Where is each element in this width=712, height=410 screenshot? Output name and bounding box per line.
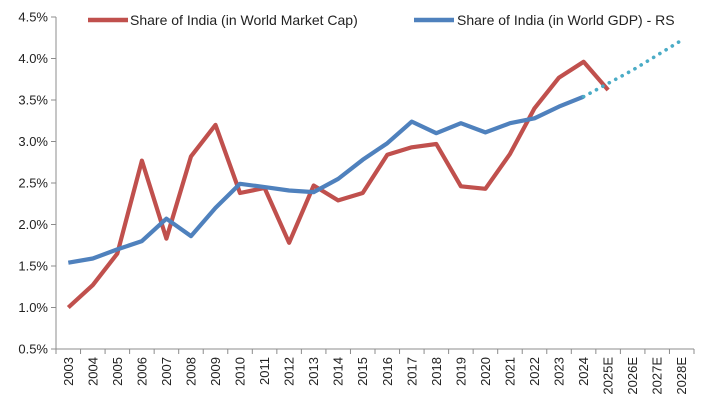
x-tick-label: 2012	[282, 357, 297, 386]
x-tick-label: 2010	[233, 357, 248, 386]
x-tick-label: 2025E	[601, 357, 616, 395]
legend-item-market-cap: Share of India (in World Market Cap)	[88, 12, 358, 28]
x-tick-label: 2006	[134, 357, 149, 386]
y-tick-label: 1.5%	[18, 259, 48, 274]
legend-item-gdp: Share of India (in World GDP) - RS	[414, 12, 675, 28]
y-tick-label: 4.0%	[18, 51, 48, 66]
y-axis-ticks: 0.5% 1.0% 1.5% 2.0% 2.5% 3.0% 3.5% 4.0% 4.5%	[18, 10, 56, 357]
x-tick-label: 2017	[404, 357, 419, 386]
x-tick-label: 2016	[380, 357, 395, 386]
x-tick-label: 2011	[257, 357, 272, 385]
x-tick-label: 2026E	[625, 357, 640, 395]
x-tick-label: 2021	[502, 357, 517, 386]
y-tick-label: 2.5%	[18, 176, 48, 191]
x-tick-label: 2008	[183, 357, 198, 386]
x-tick-label: 2005	[110, 357, 125, 386]
y-tick-label: 3.0%	[18, 134, 48, 149]
legend-label-market-cap: Share of India (in World Market Cap)	[130, 12, 358, 28]
x-tick-label: 2028E	[674, 357, 689, 395]
y-tick-label: 1.0%	[18, 300, 48, 315]
plot-area: 0.5% 1.0% 1.5% 2.0% 2.5% 3.0% 3.5% 4.0% 4.5% 200…	[18, 10, 695, 395]
series-line-gdp-projection	[581, 38, 684, 99]
x-tick-label: 2024	[576, 357, 591, 386]
x-tick-label: 2023	[552, 357, 567, 386]
x-tick-label: 2003	[61, 357, 76, 386]
x-tick-label: 2014	[331, 357, 346, 386]
x-axis-ticks: 2003 2004 2005 2006 2007 2008 2009 2010 2011 2012…	[55, 349, 695, 395]
x-tick-label: 2004	[85, 357, 100, 386]
x-tick-label: 2018	[429, 357, 444, 386]
legend-label-gdp: Share of India (in World GDP) - RS	[457, 12, 675, 28]
y-tick-label: 4.5%	[18, 10, 48, 25]
x-tick-label: 2013	[306, 357, 321, 386]
x-tick-label: 2019	[453, 357, 468, 386]
x-tick-label: 2027E	[650, 357, 665, 395]
x-tick-label: 2007	[159, 357, 174, 386]
series-line-gdp	[67, 94, 585, 265]
x-tick-label: 2009	[208, 357, 223, 386]
y-tick-label: 2.0%	[18, 217, 48, 232]
x-tick-label: 2020	[478, 357, 493, 386]
x-tick-label: 2015	[355, 357, 370, 386]
x-tick-label: 2022	[527, 357, 542, 386]
y-tick-label: 3.5%	[18, 93, 48, 108]
legend: Share of India (in World Market Cap) Sha…	[88, 12, 675, 28]
series-layer	[66, 38, 684, 310]
series-line-market-cap	[66, 59, 610, 310]
y-tick-label: 0.5%	[18, 342, 48, 357]
